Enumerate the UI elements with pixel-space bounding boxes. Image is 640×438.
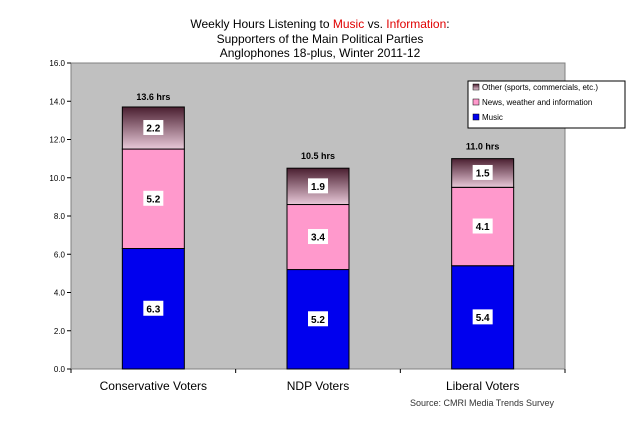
x-category-label: Conservative Voters (100, 379, 207, 393)
value-label: 5.2 (146, 194, 160, 205)
value-label: 1.9 (311, 182, 325, 193)
value-label-box (308, 229, 328, 245)
value-label-box (143, 300, 164, 316)
chart-title: Weekly Hours Listening to Music vs. Info… (0, 17, 640, 61)
title-information-word: Information (386, 17, 447, 31)
value-label-box (472, 164, 493, 180)
value-label: 2.2 (146, 124, 160, 135)
source-note: Source: CMRI Media Trends Survey (409, 398, 554, 408)
legend-label: News, weather and information (482, 98, 592, 107)
value-label-box (143, 120, 164, 136)
value-label: 4.1 (476, 222, 490, 233)
title-line-1: Weekly Hours Listening to Music vs. Info… (0, 17, 640, 32)
total-label: 13.6 hrs (136, 92, 170, 102)
legend-swatch (472, 113, 480, 121)
value-label-box (472, 218, 493, 234)
y-tick-label: 0.0 (54, 365, 66, 374)
legend-label: Music (482, 113, 503, 122)
value-label: 5.2 (311, 315, 325, 326)
value-label: 5.4 (476, 313, 490, 324)
x-axis: Conservative Voters NDP Voters Liberal Vot… (70, 369, 566, 393)
title-vs-text: vs. (364, 17, 387, 31)
title-music-word: Music (332, 17, 365, 31)
legend-box (467, 80, 626, 129)
legend-swatch (472, 83, 480, 91)
title-colon: : (446, 17, 450, 31)
value-label: 1.5 (476, 168, 490, 179)
total-label: 10.5 hrs (301, 151, 335, 161)
x-category-label: NDP Voters (287, 379, 349, 393)
legend-swatch (472, 98, 480, 106)
bars: 6.3 5.2 2.2 13.6 hrs 5.2 3.4 1.9 10.5 hrs 5.4 4.1… (121, 92, 515, 370)
title-line-3: Anglophones 18-plus, Winter 2011-12 (219, 46, 421, 60)
total-label: 11.0 hrs (466, 142, 500, 152)
legend: Other (sports, commercials, etc.) News, w… (467, 80, 626, 129)
value-label: 6.3 (146, 304, 160, 315)
y-tick-label: 8.0 (54, 212, 66, 221)
title-line-2: Supporters of the Main Political Parties (216, 31, 424, 46)
y-axis: 0.0 2.0 4.0 6.0 8.0 10.0 12.0 14.0 16.0 (49, 59, 71, 374)
value-label-box (308, 311, 328, 327)
y-tick-label: 10.0 (49, 174, 65, 183)
y-tick-label: 6.0 (54, 250, 66, 259)
value-label-box (472, 309, 493, 325)
value-label-box (308, 178, 328, 194)
y-tick-label: 16.0 (49, 59, 65, 68)
legend-label: Other (sports, commercials, etc.) (482, 83, 598, 92)
y-tick-label: 12.0 (49, 136, 65, 145)
x-category-label: Liberal Voters (446, 379, 519, 393)
value-label: 3.4 (311, 233, 325, 244)
value-label-box (143, 190, 164, 206)
title-text: Weekly Hours Listening to (190, 17, 333, 31)
y-tick-label: 4.0 (54, 289, 66, 298)
y-tick-label: 14.0 (49, 97, 65, 106)
y-tick-label: 2.0 (54, 327, 66, 336)
